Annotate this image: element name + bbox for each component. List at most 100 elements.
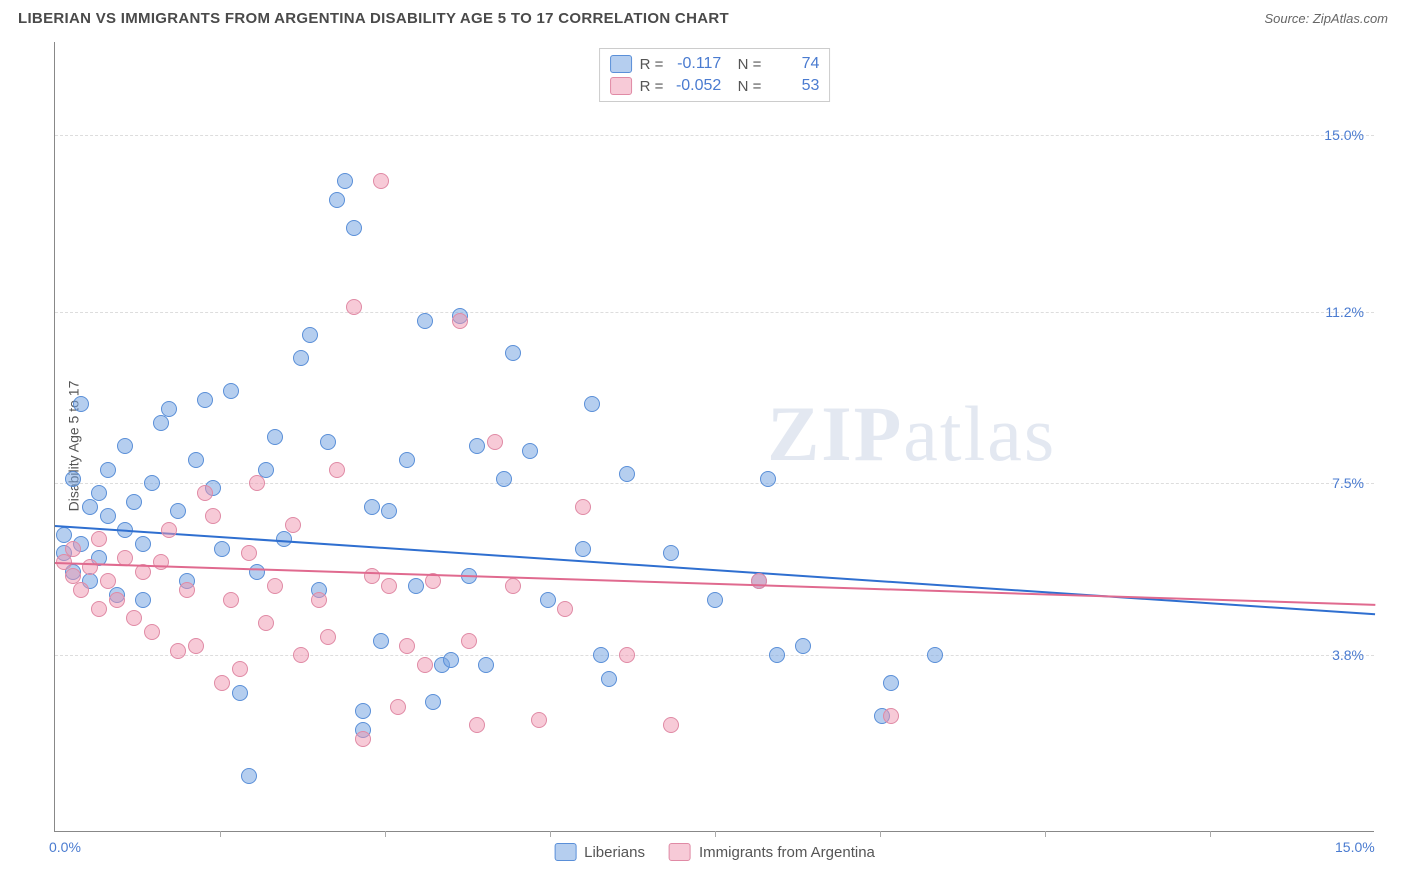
x-minor-tick	[1210, 831, 1211, 837]
y-tick-label: 15.0%	[1324, 127, 1364, 143]
data-point	[188, 452, 204, 468]
data-point	[91, 601, 107, 617]
x-tick-label: 0.0%	[49, 839, 81, 855]
data-point	[223, 592, 239, 608]
legend-label: Liberians	[584, 844, 645, 861]
x-tick-label: 15.0%	[1335, 839, 1375, 855]
data-point	[100, 462, 116, 478]
data-point	[161, 522, 177, 538]
data-point	[100, 508, 116, 524]
data-point	[188, 638, 204, 654]
data-point	[751, 573, 767, 589]
data-point	[293, 647, 309, 663]
data-point	[417, 657, 433, 673]
data-point	[619, 647, 635, 663]
legend-swatch-icon	[610, 55, 632, 73]
legend-swatch-icon	[554, 843, 576, 861]
data-point	[408, 578, 424, 594]
data-point	[425, 694, 441, 710]
data-point	[381, 578, 397, 594]
data-point	[91, 485, 107, 501]
x-minor-tick	[385, 831, 386, 837]
data-point	[91, 531, 107, 547]
data-point	[65, 541, 81, 557]
legend-row: R = -0.052 N = 53	[610, 75, 820, 97]
data-point	[452, 313, 468, 329]
x-minor-tick	[220, 831, 221, 837]
data-point	[232, 685, 248, 701]
data-point	[337, 173, 353, 189]
data-point	[619, 466, 635, 482]
data-point	[241, 768, 257, 784]
data-point	[170, 643, 186, 659]
data-point	[161, 401, 177, 417]
data-point	[496, 471, 512, 487]
y-tick-label: 7.5%	[1332, 475, 1364, 491]
n-label: N =	[729, 56, 761, 73]
data-point	[364, 568, 380, 584]
n-value: 74	[769, 55, 819, 73]
data-point	[170, 503, 186, 519]
data-point	[249, 475, 265, 491]
data-point	[65, 471, 81, 487]
data-point	[197, 392, 213, 408]
data-point	[258, 462, 274, 478]
data-point	[329, 192, 345, 208]
data-point	[927, 647, 943, 663]
x-minor-tick	[880, 831, 881, 837]
data-point	[144, 624, 160, 640]
data-point	[883, 708, 899, 724]
data-point	[320, 434, 336, 450]
data-point	[443, 652, 459, 668]
watermark: ZIPatlas	[767, 389, 1056, 479]
data-point	[179, 582, 195, 598]
r-label: R =	[640, 56, 664, 73]
legend-item: Immigrants from Argentina	[669, 843, 875, 861]
source-attribution: Source: ZipAtlas.com	[1264, 11, 1388, 26]
data-point	[100, 573, 116, 589]
data-point	[522, 443, 538, 459]
data-point	[267, 429, 283, 445]
data-point	[531, 712, 547, 728]
data-point	[355, 703, 371, 719]
data-point	[381, 503, 397, 519]
data-point	[249, 564, 265, 580]
data-point	[135, 536, 151, 552]
scatter-chart: R = -0.117 N = 74 R = -0.052 N = 53 ZIPa…	[54, 42, 1374, 832]
data-point	[663, 717, 679, 733]
data-point	[469, 438, 485, 454]
data-point	[540, 592, 556, 608]
legend-row: R = -0.117 N = 74	[610, 53, 820, 75]
legend-swatch-icon	[610, 77, 632, 95]
data-point	[373, 173, 389, 189]
data-point	[293, 350, 309, 366]
data-point	[267, 578, 283, 594]
x-minor-tick	[715, 831, 716, 837]
data-point	[329, 462, 345, 478]
legend-item: Liberians	[554, 843, 645, 861]
data-point	[109, 592, 125, 608]
data-point	[73, 396, 89, 412]
series-legend: Liberians Immigrants from Argentina	[554, 843, 875, 861]
data-point	[214, 675, 230, 691]
data-point	[205, 508, 221, 524]
legend-swatch-icon	[669, 843, 691, 861]
data-point	[258, 615, 274, 631]
data-point	[417, 313, 433, 329]
n-label: N =	[729, 78, 761, 95]
x-minor-tick	[1045, 831, 1046, 837]
data-point	[707, 592, 723, 608]
data-point	[575, 541, 591, 557]
data-point	[82, 559, 98, 575]
data-point	[390, 699, 406, 715]
correlation-legend: R = -0.117 N = 74 R = -0.052 N = 53	[599, 48, 831, 102]
r-value: -0.117	[671, 55, 721, 73]
data-point	[346, 299, 362, 315]
data-point	[285, 517, 301, 533]
legend-label: Immigrants from Argentina	[699, 844, 875, 861]
data-point	[469, 717, 485, 733]
data-point	[311, 592, 327, 608]
data-point	[117, 438, 133, 454]
data-point	[487, 434, 503, 450]
data-point	[232, 661, 248, 677]
